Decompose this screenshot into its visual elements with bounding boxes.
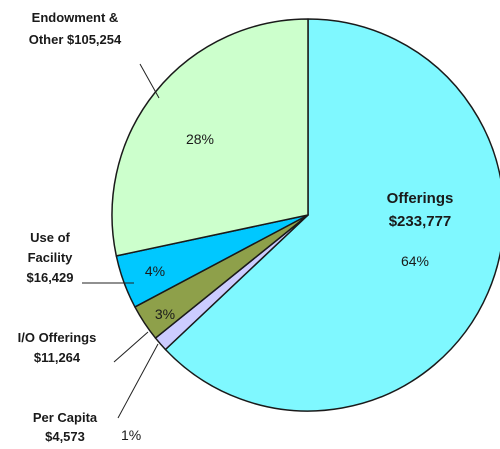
slice-label-io-offerings-name: I/O Offerings	[18, 330, 97, 345]
slice-label-per-capita-name: Per Capita	[33, 410, 98, 425]
slice-label-io-offerings-value: $11,264	[34, 350, 81, 365]
slice-label-use-of-facility-line2: Facility	[28, 250, 74, 265]
slice-label-use-of-facility-line1: Use of	[30, 230, 70, 245]
slice-percent-io-offerings: 3%	[155, 306, 175, 322]
slice-label-endowment-line1: Endowment &	[32, 10, 119, 25]
leader-line-per-capita	[117, 343, 159, 419]
slice-percent-per-capita: 1%	[121, 427, 141, 443]
slice-label-offerings-name: Offerings	[387, 190, 454, 207]
pie-slice-offerings	[164, 18, 500, 412]
pie-slices	[111, 18, 500, 412]
slice-percent-endowment: 28%	[186, 131, 214, 147]
slice-label-per-capita-value: $4,573	[45, 429, 85, 444]
leader-lines	[82, 63, 160, 419]
slice-percent-offerings: 64%	[401, 253, 429, 269]
leader-line-endowment	[139, 63, 160, 99]
leader-line-io-offerings	[113, 331, 149, 363]
slice-percent-use-of-facility: 4%	[145, 263, 165, 279]
slice-label-offerings-value: $233,777	[389, 213, 452, 230]
slice-label-use-of-facility-value: $16,429	[27, 270, 74, 285]
slice-label-endowment-line2: Other $105,254	[29, 32, 122, 47]
